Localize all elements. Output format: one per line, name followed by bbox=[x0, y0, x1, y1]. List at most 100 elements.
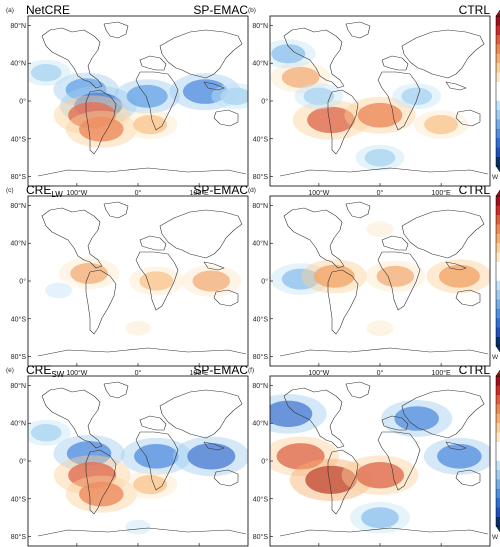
colorbar-segment bbox=[496, 289, 500, 300]
colorbar-segment bbox=[496, 233, 500, 244]
map-panel-2: 80°N 40°N 0° 40°S 80°S 100°W 0° 100°E (c) CRELW SP… bbox=[6, 183, 249, 377]
colorbar-segment bbox=[496, 271, 500, 281]
anomaly-halo-2 bbox=[344, 96, 416, 134]
x-tick-label: 100°E bbox=[190, 369, 209, 377]
y-tick-label: 80°S bbox=[11, 353, 27, 361]
anomaly-halo-5 bbox=[123, 470, 178, 499]
map-panel-5: 80°N 40°N 0° 40°S 80°S 100°W 0° 100°E (f) CTRL bbox=[248, 363, 491, 547]
anomaly-halo-6 bbox=[211, 83, 248, 110]
y-tick-label: 40°N bbox=[252, 240, 268, 248]
colorbar-segment bbox=[496, 100, 500, 111]
y-tick-label: 40°N bbox=[10, 240, 26, 248]
anomaly-halo-0 bbox=[270, 61, 331, 94]
anomaly-blob-2 bbox=[192, 270, 231, 292]
model-label: SP-EMAC bbox=[193, 183, 248, 197]
y-tick-label: 80°N bbox=[252, 382, 268, 390]
anomaly-blob-3 bbox=[79, 117, 124, 142]
colorbar-outline bbox=[495, 195, 500, 347]
colorbar-segment bbox=[496, 460, 500, 471]
colorbar-segment bbox=[496, 16, 500, 26]
anomaly-field bbox=[270, 217, 490, 340]
x-tick-label: 100°W bbox=[308, 369, 329, 377]
anomaly-halo-4 bbox=[270, 39, 316, 69]
anomaly-halo-5 bbox=[392, 83, 442, 110]
anomaly-blob-1 bbox=[139, 271, 174, 291]
map-panel-1: 80°N 40°N 0° 40°S 80°S 100°W 0° 100°E (b) CTRL bbox=[248, 3, 491, 197]
anomaly-halo-6 bbox=[355, 144, 405, 171]
anomaly-blob-5 bbox=[133, 475, 168, 495]
anomaly-halo-4 bbox=[37, 278, 81, 303]
anomaly-blob-0 bbox=[281, 268, 320, 290]
panel-label: (b) bbox=[248, 7, 256, 14]
y-tick-label: 40°N bbox=[252, 60, 268, 68]
colorbar-segment bbox=[496, 376, 500, 386]
colorbar-segment bbox=[496, 317, 500, 328]
anomaly-blob-4 bbox=[45, 282, 73, 299]
colorbar-segment bbox=[496, 62, 500, 73]
anomaly-blob-1 bbox=[68, 462, 117, 489]
panel-title-subscript: SW bbox=[51, 370, 64, 379]
colorbar-0: 503010-10-30-50W m⁻² bbox=[492, 9, 500, 181]
colorbar-segment bbox=[496, 214, 500, 225]
colorbar-segment bbox=[496, 488, 500, 499]
y-tick-label: 80°N bbox=[252, 202, 268, 210]
model-label: SP-EMAC bbox=[193, 363, 248, 377]
x-tick-label: 100°W bbox=[66, 189, 87, 197]
anomaly-field bbox=[270, 39, 469, 171]
model-label: SP-EMAC bbox=[193, 3, 248, 17]
anomaly-blob-0 bbox=[276, 443, 325, 470]
anomaly-blob-4 bbox=[271, 44, 306, 64]
anomaly-blob-0 bbox=[281, 66, 320, 88]
y-tick-label: 0° bbox=[19, 278, 26, 286]
colorbar-segment bbox=[496, 507, 500, 517]
colorbar-segment bbox=[496, 327, 500, 337]
anomaly-halo-4 bbox=[381, 400, 453, 437]
x-tick-label: 0° bbox=[135, 369, 142, 377]
colorbar-segment bbox=[496, 441, 500, 452]
x-tick-label: 100°W bbox=[308, 189, 329, 197]
anomaly-halo-1 bbox=[289, 458, 373, 501]
y-tick-label: 80°N bbox=[10, 22, 26, 30]
y-tick-label: 40°S bbox=[11, 495, 27, 503]
colorbar-unit: W m⁻² bbox=[492, 174, 500, 181]
anomaly-blob-8 bbox=[31, 64, 62, 82]
anomaly-halo-5 bbox=[423, 437, 490, 475]
colorbar-max-arrow bbox=[495, 369, 500, 377]
map-panel-4: 80°N 40°N 0° 40°S 80°S 100°W 0° 100°E (e) CRESW SP… bbox=[6, 363, 249, 547]
anomaly-field bbox=[37, 257, 242, 340]
y-tick-label: 40°S bbox=[253, 495, 269, 503]
anomaly-blob-6 bbox=[220, 87, 248, 105]
anomaly-halo-4 bbox=[172, 436, 248, 477]
anomaly-halo-6 bbox=[350, 501, 410, 534]
anomaly-blob-5 bbox=[182, 79, 228, 104]
anomaly-halo-4 bbox=[114, 79, 180, 114]
colorbar-segment bbox=[496, 432, 500, 442]
panel-title: CRESW bbox=[26, 363, 65, 379]
anomaly-halo-0 bbox=[53, 434, 125, 472]
colorbar-segment bbox=[496, 53, 500, 64]
anomaly-halo-3 bbox=[65, 110, 137, 148]
colorbar-segment bbox=[496, 252, 500, 262]
colorbar-outline bbox=[495, 375, 500, 527]
anomaly-halo-9 bbox=[131, 156, 169, 178]
colorbar-min-arrow bbox=[495, 165, 500, 173]
x-tick-label: 100°W bbox=[66, 369, 87, 377]
x-tick-label: 0° bbox=[377, 369, 384, 377]
colorbar-segment bbox=[496, 81, 500, 92]
colorbar-segment bbox=[496, 451, 500, 461]
anomaly-blob-3 bbox=[438, 264, 480, 288]
y-tick-label: 0° bbox=[261, 458, 268, 466]
anomaly-halo-4 bbox=[358, 217, 402, 241]
anomaly-blob-1 bbox=[307, 106, 356, 134]
model-label: CTRL bbox=[459, 3, 491, 17]
anomaly-blob-6 bbox=[364, 149, 396, 167]
colorbar-min-arrow bbox=[495, 345, 500, 353]
anomaly-blob-9 bbox=[138, 160, 162, 175]
colorbar-segment bbox=[496, 91, 500, 101]
y-tick-label: 80°N bbox=[10, 202, 26, 210]
panel-title: CRELW bbox=[26, 183, 63, 199]
panel-label: (c) bbox=[6, 187, 14, 194]
anomaly-blob-3 bbox=[125, 320, 151, 336]
colorbar-segment bbox=[496, 109, 500, 120]
colorbar-segment bbox=[496, 128, 500, 139]
